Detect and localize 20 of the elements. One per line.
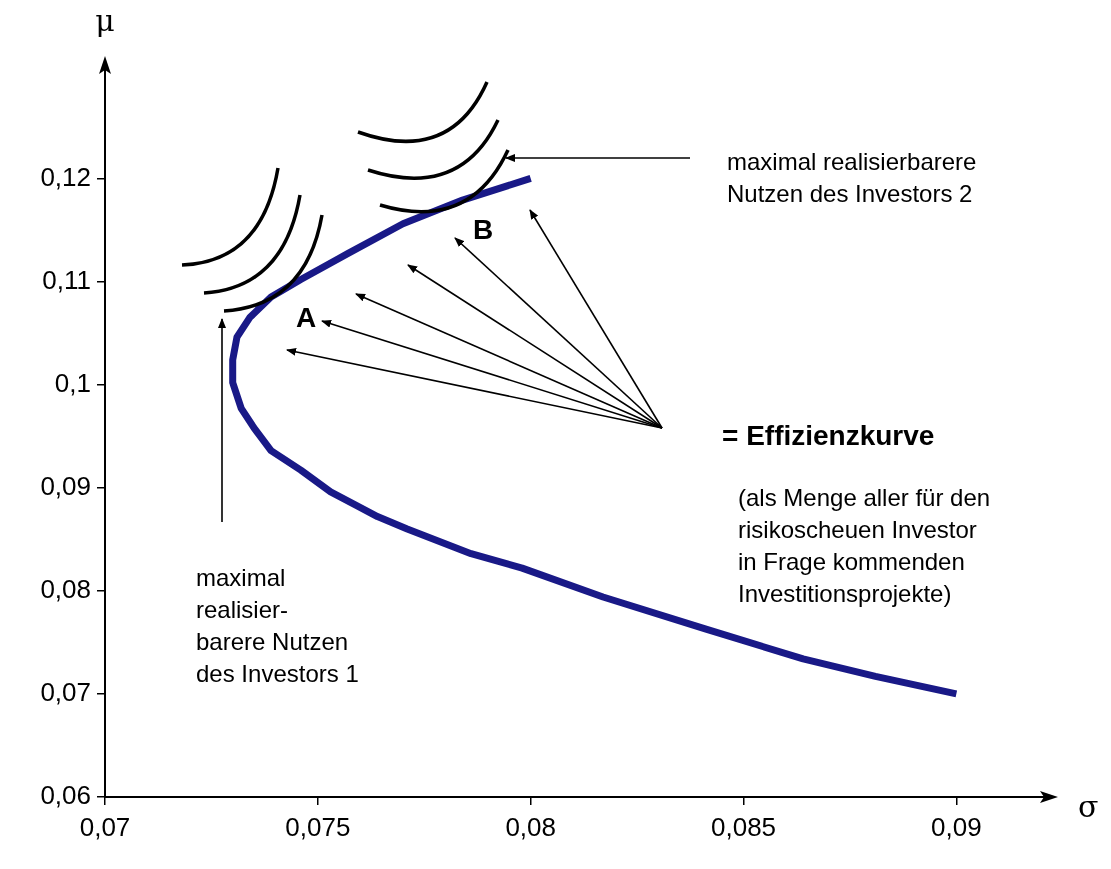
y-tick-label: 0,07 — [40, 677, 91, 708]
annotation: (als Menge aller für den risikoscheuen Investor in Frage kommenden Investitionsprojekte) — [738, 483, 991, 609]
y-tick-label: 0,1 — [54, 367, 91, 398]
annotation: maximal realisier- barere Nutzen des Investors 1 — [196, 563, 359, 689]
annotation: = Effizienzkurve — [722, 420, 935, 452]
y-tick-label: 0,11 — [42, 264, 91, 295]
y-axis-title: μ — [95, 2, 115, 38]
x-tick-label: 0,08 — [505, 811, 556, 842]
annotation: B — [473, 214, 494, 246]
x-tick-label: 0,085 — [710, 811, 777, 842]
y-tick-label: 0,06 — [40, 780, 91, 811]
y-tick-label: 0,08 — [40, 573, 91, 604]
x-tick-label: 0,09 — [931, 811, 982, 842]
annotation: A — [296, 302, 317, 334]
y-tick-label: 0,09 — [40, 470, 91, 501]
y-tick-label: 0,12 — [40, 161, 91, 192]
x-tick-label: 0,075 — [285, 811, 351, 842]
x-tick-label: 0,07 — [79, 811, 131, 842]
annotation: maximal realisierbarere Nutzen des Investors 2 — [727, 147, 977, 209]
x-axis-title: σ — [1078, 788, 1099, 824]
